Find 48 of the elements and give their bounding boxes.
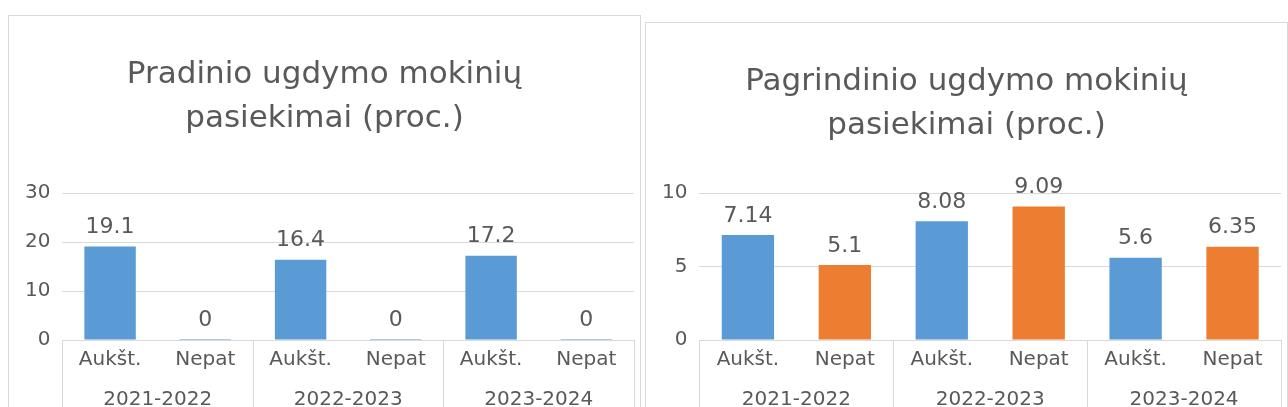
- y-tick-label: 5: [674, 252, 688, 277]
- text: 2021-2022: [741, 386, 851, 407]
- data-label: 8.08: [917, 187, 967, 213]
- data-label: 16.4: [276, 226, 326, 252]
- y-tick-label: 10: [662, 179, 688, 204]
- x-tick-label: Nepat: [365, 346, 427, 371]
- y-tick-label: 20: [25, 228, 51, 253]
- bar: [1206, 246, 1259, 340]
- x-tick-label: Nepat: [556, 346, 617, 371]
- x-tick-label: Aukšt.: [269, 346, 332, 371]
- data-label: 19.1: [85, 213, 135, 239]
- y-tick-label: 30: [25, 179, 51, 204]
- data-label: 5.6: [1118, 224, 1154, 250]
- data-label: 9.09: [1014, 173, 1064, 199]
- bar: [1109, 257, 1162, 340]
- x-tick-label: Nepat: [175, 346, 236, 371]
- data-label: 0: [388, 305, 403, 331]
- bar: [84, 246, 136, 340]
- text: 2022-2023: [293, 386, 403, 407]
- y-tick-label: 0: [37, 326, 51, 351]
- data-label: 5.1: [827, 231, 863, 257]
- text: 2022-2023: [935, 386, 1045, 407]
- bar: [1012, 206, 1065, 340]
- bar: [721, 235, 775, 340]
- bar: [274, 259, 327, 340]
- bar: [915, 221, 968, 340]
- bar: [818, 265, 872, 340]
- text: 2021-2022: [103, 386, 213, 407]
- y-tick-label: 0: [674, 326, 688, 351]
- x-tick-label: Aukšt.: [459, 346, 523, 371]
- data-label: 0: [198, 305, 213, 331]
- text: 2023-2024: [484, 386, 594, 407]
- x-tick-label: Aukšt.: [1104, 346, 1167, 371]
- chart-title: Pradinio ugdymo mokinių pasiekimai (proc.): [125, 53, 524, 136]
- data-label: 7.14: [723, 201, 773, 227]
- x-tick-label: Aukšt.: [910, 346, 974, 371]
- x-tick-label: Nepat: [1008, 346, 1069, 371]
- y-tick-label: 10: [25, 277, 51, 302]
- x-tick-label: Nepat: [1202, 346, 1263, 371]
- chart-title: Pagrindinio ugdymo mokinių pasiekimai (proc.): [744, 60, 1189, 143]
- data-label: 0: [579, 305, 594, 331]
- data-label: 17.2: [466, 222, 516, 248]
- data-label: 6.35: [1208, 213, 1258, 239]
- text: 2023-2024: [1129, 386, 1239, 407]
- x-tick-label: Nepat: [814, 346, 876, 371]
- x-tick-label: Aukšt.: [78, 346, 142, 371]
- bar: [465, 255, 517, 340]
- x-tick-label: Aukšt.: [716, 346, 780, 371]
